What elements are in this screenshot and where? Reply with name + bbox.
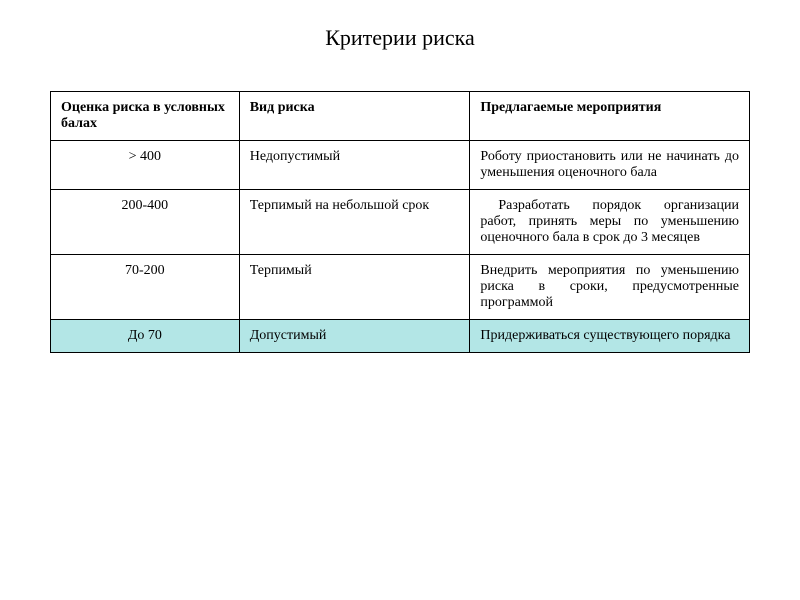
cell-type: Недопустимый bbox=[239, 141, 470, 190]
page-title: Критерии риска bbox=[50, 25, 750, 51]
header-type: Вид риска bbox=[239, 92, 470, 141]
cell-score: 200-400 bbox=[51, 190, 240, 255]
cell-type: Терпимый bbox=[239, 255, 470, 320]
table-row: До 70ДопустимыйПридерживаться существующ… bbox=[51, 320, 750, 353]
cell-score: До 70 bbox=[51, 320, 240, 353]
table-header-row: Оценка риска в условных балах Вид риска … bbox=[51, 92, 750, 141]
table-row: > 400НедопустимыйРоботу приостановить ил… bbox=[51, 141, 750, 190]
table-body: > 400НедопустимыйРоботу приостановить ил… bbox=[51, 141, 750, 353]
risk-criteria-table: Оценка риска в условных балах Вид риска … bbox=[50, 91, 750, 353]
cell-score: > 400 bbox=[51, 141, 240, 190]
cell-action: Роботу приостановить или не начинать до … bbox=[470, 141, 750, 190]
cell-score: 70-200 bbox=[51, 255, 240, 320]
header-action: Предлагаемые мероприятия bbox=[470, 92, 750, 141]
table-row: 70-200ТерпимыйВнедрить мероприятия по ум… bbox=[51, 255, 750, 320]
cell-type: Допустимый bbox=[239, 320, 470, 353]
table-row: 200-400Терпимый на небольшой срокРазрабо… bbox=[51, 190, 750, 255]
cell-action: Придерживаться существующего порядка bbox=[470, 320, 750, 353]
cell-type: Терпимый на небольшой срок bbox=[239, 190, 470, 255]
cell-action: Внедрить мероприятия по уменьшению риска… bbox=[470, 255, 750, 320]
header-score: Оценка риска в условных балах bbox=[51, 92, 240, 141]
cell-action: Разработать порядок организации работ, п… bbox=[470, 190, 750, 255]
